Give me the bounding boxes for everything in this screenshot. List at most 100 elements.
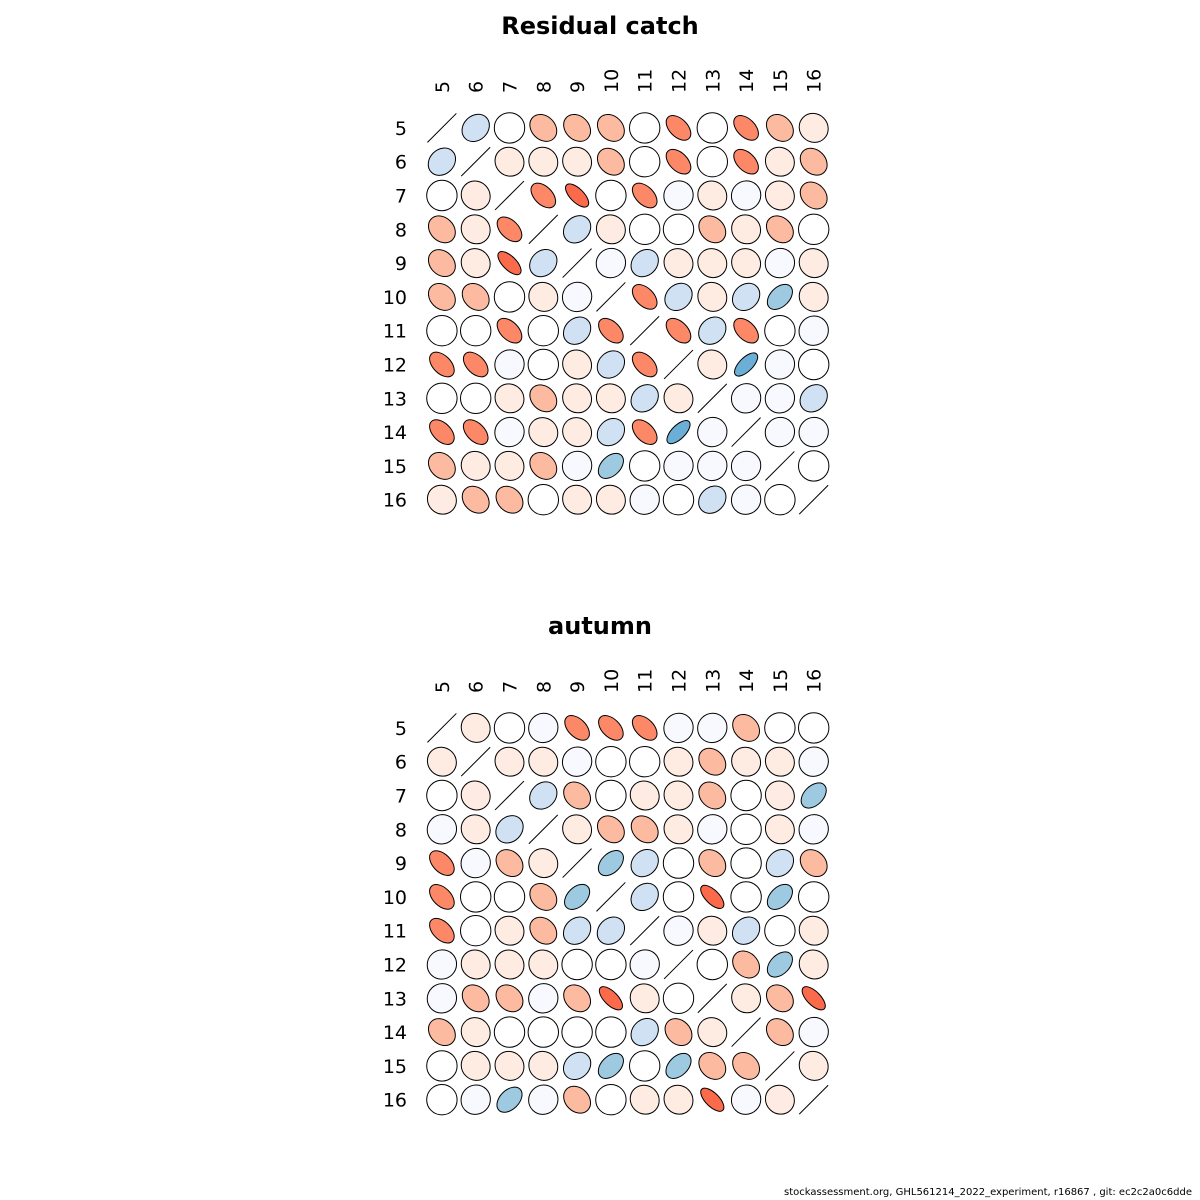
correlation-ellipse [595,214,626,245]
correlation-ellipse [565,183,590,208]
correlation-ellipse [460,780,491,811]
correlation-ellipse [628,1050,661,1082]
correlation-ellipse [460,248,491,279]
diagonal-mark [731,1017,761,1047]
correlation-ellipse [764,146,795,177]
correlation-ellipse [628,145,661,178]
row-label: 9 [395,253,407,275]
correlation-ellipse [426,983,458,1014]
correlation-ellipse [562,916,592,945]
correlation-ellipse [665,317,692,344]
correlation-ellipse [630,248,659,278]
correlation-ellipse [697,248,728,279]
correlation-ellipse [528,712,559,744]
correlation-ellipse [664,282,693,312]
correlation-ellipse [494,450,525,481]
correlation-ellipse [460,1050,491,1081]
correlation-ellipse [426,314,458,347]
correlation-ellipse [696,112,729,144]
correlation-ellipse [730,779,762,812]
correlation-ellipse [494,146,525,177]
column-label: 15 [770,69,792,93]
correlation-ellipse [697,416,728,448]
correlation-ellipse [733,317,759,344]
diagonal-mark [798,484,829,515]
correlation-ellipse [564,715,590,741]
correlation-ellipse [731,214,762,245]
column-label: 6 [466,681,488,693]
correlation-ellipse [429,419,455,445]
correlation-ellipse [528,983,559,1014]
correlation-ellipse [562,814,593,845]
diagonal-mark [798,1084,829,1115]
correlation-ellipse [733,148,759,175]
row-label: 10 [383,887,407,909]
correlation-ellipse [562,484,593,515]
column-label: 11 [635,669,657,693]
correlation-ellipse [798,248,829,279]
correlation-ellipse [494,746,525,777]
correlation-ellipse [529,882,558,911]
column-label: 8 [533,81,555,93]
correlation-ellipse [697,180,728,211]
row-label: 10 [383,287,407,309]
correlation-ellipse [764,180,795,211]
correlation-ellipse [596,147,625,176]
correlation-ellipse [764,780,795,811]
correlation-ellipse [426,814,458,845]
correlation-ellipse [460,214,491,245]
correlation-ellipse [698,849,727,878]
correlation-ellipse [630,1017,659,1047]
correlation-ellipse [629,949,660,980]
correlation-ellipse [663,248,694,279]
correlation-ellipse [734,352,759,377]
correlation-ellipse [730,484,762,515]
diagonal-mark [697,383,728,414]
correlation-ellipse [696,145,729,178]
correlation-ellipse [765,113,794,142]
correlation-ellipse [733,115,759,141]
row-label: 11 [383,321,407,343]
column-label: 7 [500,681,522,693]
correlation-ellipse [426,179,458,212]
correlation-ellipse [696,948,729,981]
correlation-ellipse [595,1016,627,1048]
correlation-ellipse [596,417,626,447]
correlation-ellipse [798,1016,829,1048]
column-label: 14 [736,669,758,693]
correlation-ellipse [766,883,793,910]
correlation-ellipse [798,746,829,777]
correlation-ellipse [495,984,524,1013]
correlation-ellipse [426,746,457,777]
correlation-ellipse [697,349,728,380]
correlation-ellipse [494,416,525,448]
correlation-ellipse [529,248,558,278]
correlation-ellipse [797,450,830,482]
correlation-ellipse [598,715,624,741]
correlation-ellipse [527,314,560,347]
correlation-ellipse [528,949,559,980]
row-label: 13 [383,388,407,410]
correlation-ellipse [595,484,626,515]
correlation-ellipse [764,814,795,845]
column-label: 9 [567,81,589,93]
correlation-ellipse [561,948,593,981]
column-label: 16 [804,69,826,93]
row-label: 6 [395,152,407,174]
row-label: 14 [383,1022,407,1044]
column-label: 12 [669,669,691,693]
correlation-ellipse [597,850,624,877]
correlation-ellipse [764,914,796,947]
correlation-ellipse [797,348,830,381]
correlation-ellipse [427,249,456,278]
correlation-ellipse [595,1083,627,1116]
column-label: 10 [601,69,623,93]
correlation-ellipse [798,949,829,980]
correlation-ellipse [596,815,625,844]
correlation-ellipse [595,383,626,414]
correlation-ellipse [460,712,491,743]
correlation-ellipse [595,948,627,981]
correlation-ellipse [494,949,525,980]
correlation-ellipse [529,113,558,142]
correlation-ellipse [731,746,762,777]
